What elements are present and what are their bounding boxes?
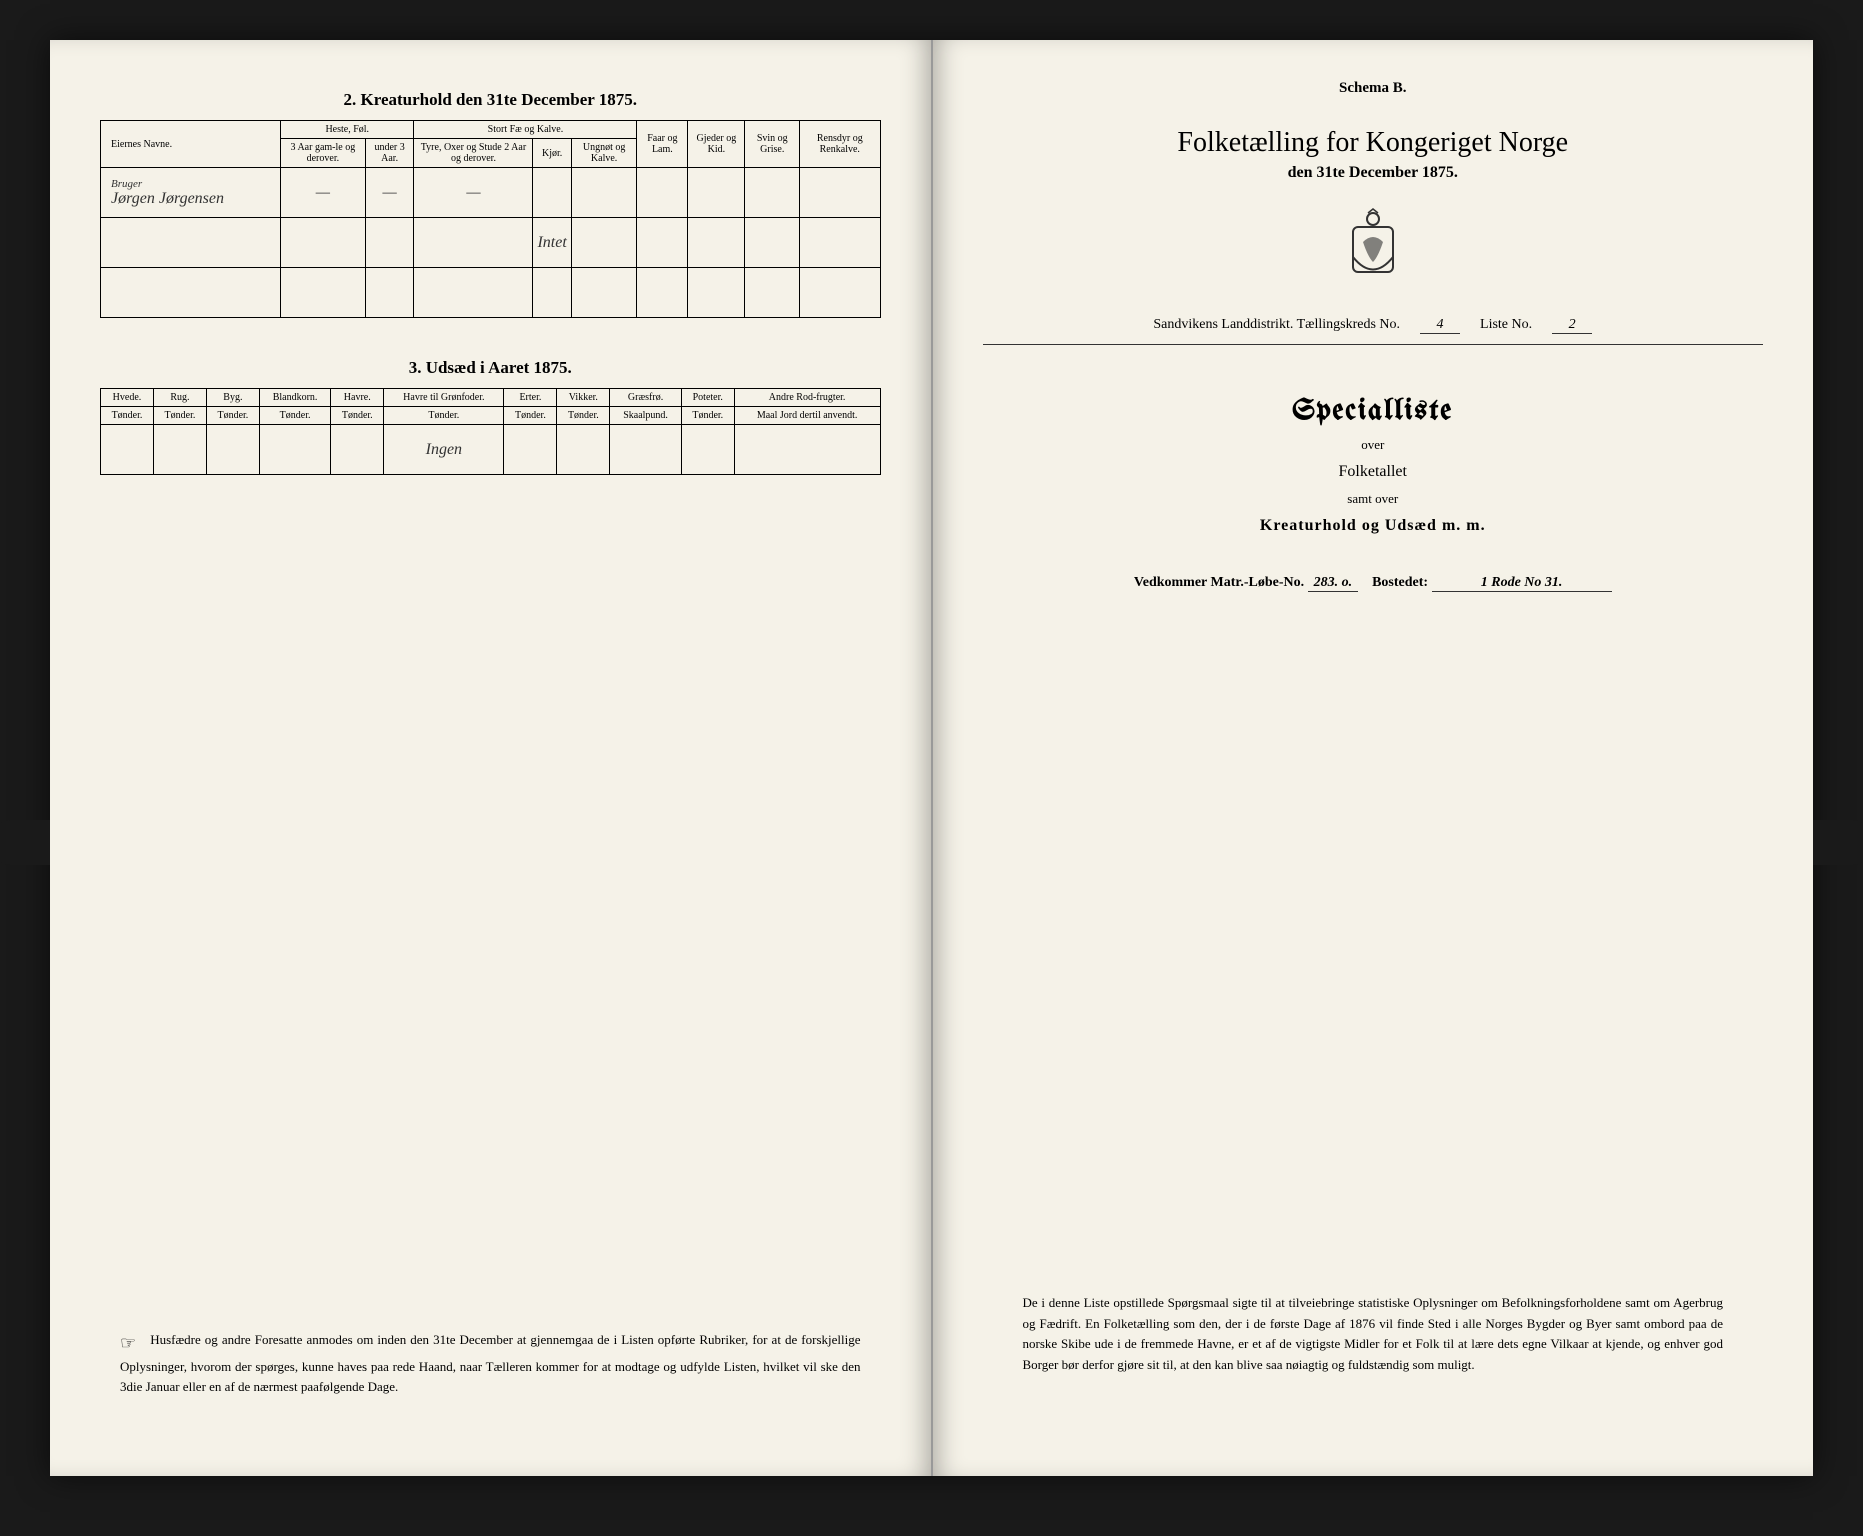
th-heste-a: 3 Aar gam-le og derover. <box>281 139 366 168</box>
cell-r2-6 <box>571 218 637 268</box>
cell-dash-2: — <box>365 168 414 218</box>
th-poteter: Poteter. <box>681 389 734 407</box>
left-page: 2. Kreaturhold den 31te December 1875. E… <box>50 40 933 1476</box>
main-title: Folketælling for Kongeriget Norge <box>983 127 1764 159</box>
over-1: over <box>983 437 1764 453</box>
th-fae-a: Tyre, Oxer og Stude 2 Aar og derover. <box>414 139 533 168</box>
cell-udsaed-note: Ingen <box>384 425 504 475</box>
kreatur-line: Kreaturhold og Udsæd m. m. <box>983 517 1764 535</box>
th-eier: Eiernes Navne. <box>101 121 281 168</box>
th-erter: Erter. <box>504 389 557 407</box>
unit-9: Skaalpund. <box>610 407 681 425</box>
cell-r2-1 <box>101 218 281 268</box>
right-footer-text: De i denne Liste opstillede Spørgsmaal s… <box>1023 1293 1724 1376</box>
th-blandkorn: Blandkorn. <box>259 389 330 407</box>
liste-label: Liste No. <box>1480 317 1532 334</box>
th-rensdyr: Rensdyr og Renkalve. <box>800 121 880 168</box>
bosted-label: Bostedet: <box>1372 575 1428 590</box>
kreaturhold-table: Eiernes Navne. Heste, Føl. Stort Fæ og K… <box>100 120 881 318</box>
th-hvede: Hvede. <box>101 389 154 407</box>
th-faar: Faar og Lam. <box>637 121 688 168</box>
district-label: Sandvikens Landdistrikt. Tællingskreds N… <box>1153 317 1400 334</box>
cell-r2-2 <box>281 218 366 268</box>
cell-r2-9 <box>745 218 800 268</box>
cell-r2-note: Intet <box>533 218 571 268</box>
unit-7: Tønder. <box>504 407 557 425</box>
th-gjeder: Gjeder og Kid. <box>688 121 745 168</box>
matr-no: 283. o. <box>1308 575 1359 592</box>
folketallet: Folketallet <box>983 463 1764 481</box>
bosted-value: 1 Rode No 31. <box>1432 575 1612 592</box>
right-page: Schema B. Folketælling for Kongeriget No… <box>933 40 1814 1476</box>
specialliste-title: Specialliste <box>983 395 1764 427</box>
th-havre: Havre. <box>331 389 384 407</box>
cell-r2-3 <box>365 218 414 268</box>
samt-over: samt over <box>983 491 1764 507</box>
th-byg: Byg. <box>206 389 259 407</box>
matr-line: Vedkommer Matr.-Løbe-No. 283. o. Bostede… <box>983 575 1764 592</box>
pointing-hand-icon: ☞ <box>120 1330 136 1357</box>
cell-empty-3 <box>637 168 688 218</box>
section2-title: 2. Kreaturhold den 31te December 1875. <box>100 90 881 110</box>
unit-10: Tønder. <box>681 407 734 425</box>
th-andre: Andre Rod-frugter. <box>734 389 880 407</box>
cell-r2-7 <box>637 218 688 268</box>
liste-no: 2 <box>1552 317 1592 334</box>
th-graesfro: Græsfrø. <box>610 389 681 407</box>
cell-r2-8 <box>688 218 745 268</box>
cell-dash-1: — <box>281 168 366 218</box>
th-vikker: Vikker. <box>557 389 610 407</box>
unit-3: Tønder. <box>206 407 259 425</box>
sub-title: den 31te December 1875. <box>983 164 1764 182</box>
unit-2: Tønder. <box>153 407 206 425</box>
th-fae-c: Ungnøt og Kalve. <box>571 139 637 168</box>
cell-empty-4 <box>688 168 745 218</box>
unit-8: Tønder. <box>557 407 610 425</box>
district-no: 4 <box>1420 317 1460 334</box>
left-footer-text: Husfædre og andre Foresatte anmodes om i… <box>120 1332 861 1394</box>
district-line: Sandvikens Landdistrikt. Tællingskreds N… <box>983 317 1764 345</box>
schema-label: Schema B. <box>983 80 1764 97</box>
left-footer-note: ☞ Husfædre og andre Foresatte anmodes om… <box>120 1330 861 1396</box>
cell-empty-2 <box>571 168 637 218</box>
udsaed-table: Hvede. Rug. Byg. Blandkorn. Havre. Havre… <box>100 388 881 475</box>
th-svin: Svin og Grise. <box>745 121 800 168</box>
section3-title: 3. Udsæd i Aaret 1875. <box>100 358 881 378</box>
unit-11: Maal Jord dertil anvendt. <box>734 407 880 425</box>
th-rug: Rug. <box>153 389 206 407</box>
th-fae-group: Stort Fæ og Kalve. <box>414 121 637 139</box>
cell-dash-3: — <box>414 168 533 218</box>
unit-6: Tønder. <box>384 407 504 425</box>
cell-owner-name: Bruger Jørgen Jørgensen <box>101 168 281 218</box>
cell-r2-10 <box>800 218 880 268</box>
cell-r3-1 <box>101 268 281 318</box>
unit-4: Tønder. <box>259 407 330 425</box>
cell-r2-4 <box>414 218 533 268</box>
th-heste-b: under 3 Aar. <box>365 139 414 168</box>
matr-label: Vedkommer Matr.-Løbe-No. <box>1134 575 1304 590</box>
cell-empty-6 <box>800 168 880 218</box>
cell-empty-5 <box>745 168 800 218</box>
th-havre-gron: Havre til Grønfoder. <box>384 389 504 407</box>
unit-5: Tønder. <box>331 407 384 425</box>
cell-empty-1 <box>533 168 571 218</box>
th-heste-group: Heste, Føl. <box>281 121 414 139</box>
coat-of-arms-icon <box>1338 207 1408 287</box>
unit-1: Tønder. <box>101 407 154 425</box>
th-fae-b: Kjør. <box>533 139 571 168</box>
